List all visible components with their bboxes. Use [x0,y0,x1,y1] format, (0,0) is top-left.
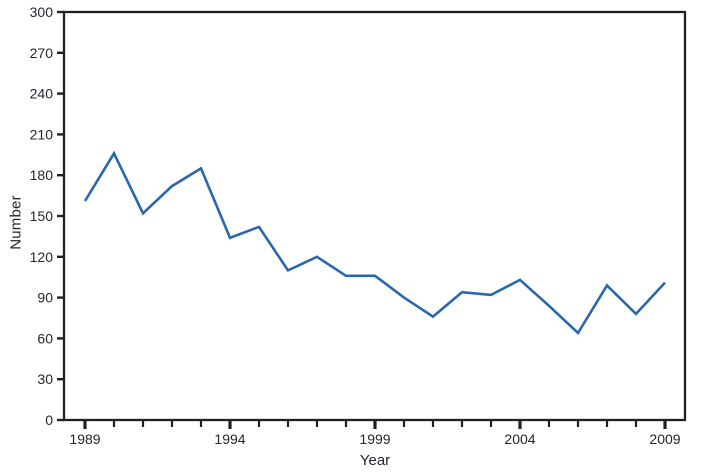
y-axis-tick-label: 300 [30,4,54,20]
plot-area-border [62,10,687,422]
y-axis-tick-label: 150 [30,208,54,224]
x-axis-title: Year [359,452,391,469]
y-axis-tick-label: 0 [45,412,53,428]
x-axis-tick-label: 2004 [504,431,535,447]
y-axis-tick-label: 60 [37,330,53,346]
y-axis-tick-label: 270 [30,45,54,61]
y-axis-tick-label: 210 [30,126,54,142]
x-axis-tick-label: 1994 [214,431,245,447]
x-axis-tick-label: 1999 [359,431,390,447]
y-axis-tick-label: 30 [37,371,53,387]
data-line-series [83,150,666,336]
y-axis-tick-label: 240 [30,86,54,102]
x-axis-tick-label: 2009 [649,431,680,447]
y-axis-tick-label: 180 [30,167,54,183]
y-axis-tick-label: 120 [30,249,54,265]
y-axis-title: Number [7,195,25,250]
x-axis-tick-label: 1989 [69,431,100,447]
y-axis-tick-label: 90 [37,290,53,306]
